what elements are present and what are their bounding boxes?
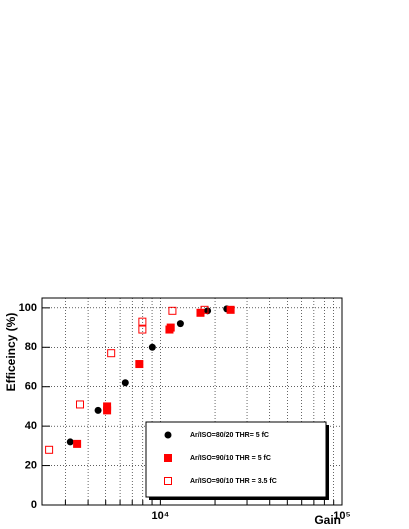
point [196, 308, 205, 317]
y-tick-label: 80 [25, 341, 37, 353]
plot-frame [41, 297, 343, 506]
x-tick-label: 10⁵ [333, 510, 350, 522]
x-axis-title: Gain [314, 513, 341, 527]
y-axis-title: Efficeincy (%) [4, 313, 18, 392]
y-tick-label: 20 [25, 459, 37, 471]
point [135, 360, 144, 369]
point [138, 325, 147, 334]
point [73, 439, 82, 448]
point [45, 445, 54, 454]
y-tick-label: 60 [25, 381, 37, 393]
point [138, 317, 147, 326]
point [75, 400, 84, 409]
x-tick-label: 10⁴ [152, 510, 170, 522]
point [94, 406, 102, 414]
point [103, 406, 112, 415]
point [168, 306, 177, 315]
point [176, 320, 184, 328]
legend-marker [164, 454, 172, 462]
y-tick-label: 40 [25, 420, 37, 432]
point [107, 349, 116, 358]
point [200, 305, 209, 314]
point [166, 323, 175, 332]
legend-label: Ar/ISO=80/20 THR= 5 fC [190, 432, 269, 439]
point [148, 343, 156, 351]
point [121, 379, 129, 387]
point [66, 438, 74, 446]
y-tick-label: 100 [19, 302, 37, 314]
legend-label: Ar/ISO=90/10 THR = 5 fC [190, 455, 271, 462]
point [226, 305, 235, 314]
y-tick-label: 0 [31, 499, 37, 511]
legend-marker [164, 431, 172, 439]
legend-label: Ar/ISO=90/10 THR = 3.5 fC [190, 478, 277, 485]
legend-box [145, 421, 327, 498]
legend-marker [164, 477, 172, 485]
